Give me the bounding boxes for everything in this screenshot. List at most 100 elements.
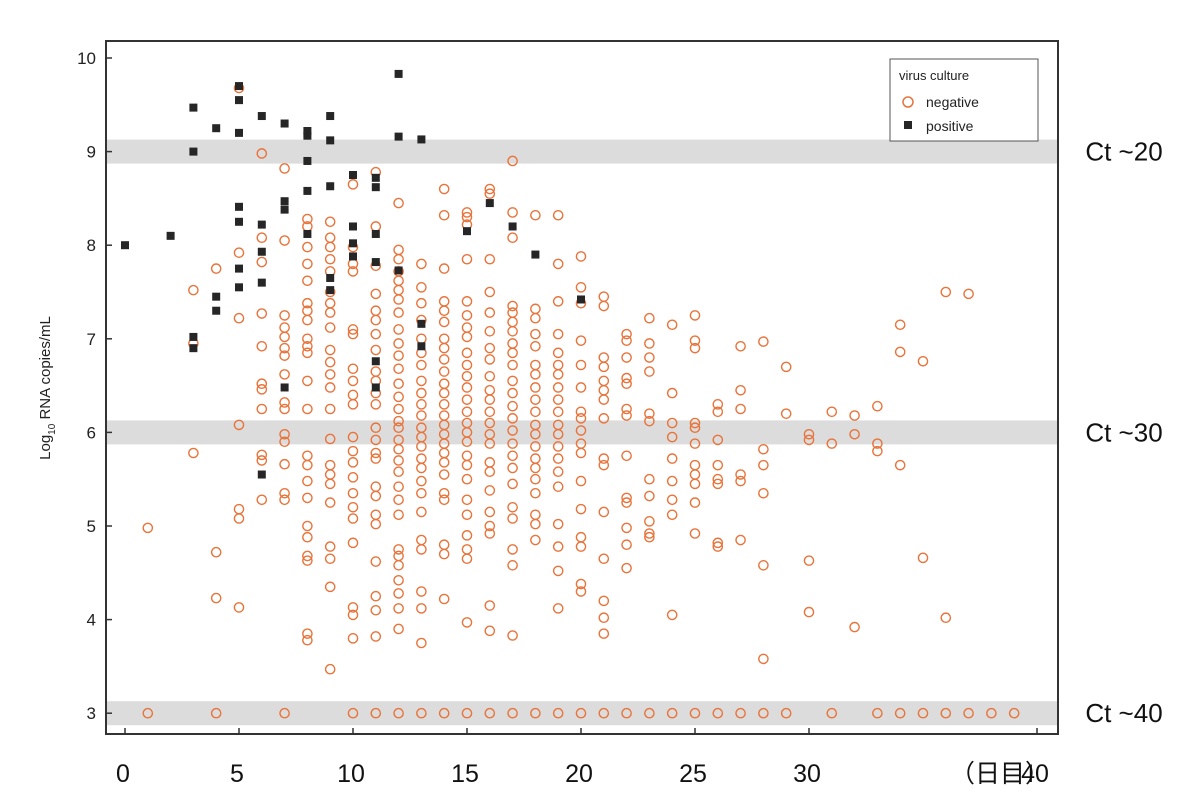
negative-point [644, 415, 655, 427]
negative-point [530, 441, 541, 452]
negative-point [279, 350, 290, 361]
negative-point [621, 707, 632, 719]
negative-point [438, 342, 450, 354]
legend: virus culture negative positive [889, 58, 1039, 142]
negative-point [393, 544, 404, 555]
negative-point [324, 297, 336, 309]
negative-point [302, 297, 313, 309]
ct-band [107, 420, 1057, 445]
negative-point [393, 494, 404, 506]
negative-point [940, 612, 952, 624]
negative-point [507, 316, 518, 328]
negative-point [347, 472, 359, 483]
negative-point [461, 296, 473, 307]
x-tick-label: 25 [679, 760, 707, 788]
negative-series [142, 82, 1020, 719]
negative-point [461, 450, 473, 462]
negative-point [416, 475, 427, 487]
negative-point [484, 342, 496, 354]
negative-point [370, 481, 382, 492]
negative-point [575, 475, 587, 487]
negative-point [302, 403, 313, 415]
negative-point [256, 378, 268, 390]
negative-point [416, 359, 427, 371]
negative-point [233, 513, 245, 524]
negative-point [598, 361, 610, 373]
negative-point [621, 522, 632, 534]
negative-point [461, 211, 473, 223]
negative-point [666, 319, 678, 331]
negative-point [416, 258, 427, 270]
negative-point [894, 707, 906, 719]
negative-point [484, 394, 496, 405]
negative-point [256, 232, 268, 244]
negative-point [530, 487, 541, 499]
negative-point [621, 335, 632, 346]
negative-point [484, 354, 496, 365]
negative-point [849, 621, 860, 633]
negative-point [302, 213, 313, 225]
negative-point [461, 530, 473, 541]
negative-point [393, 481, 404, 492]
negative-point [735, 534, 746, 546]
negative-point [438, 354, 450, 365]
negative-point [461, 310, 473, 321]
ct-bands [107, 139, 1057, 726]
positive-point [303, 229, 312, 238]
negative-point [644, 707, 655, 719]
positive-series [121, 69, 585, 479]
negative-point [552, 209, 564, 221]
negative-point [416, 707, 427, 719]
negative-point [484, 406, 496, 418]
negative-point [758, 336, 769, 347]
negative-point [393, 284, 404, 296]
negative-point [324, 369, 336, 380]
negative-point [758, 459, 769, 471]
negative-point [552, 347, 564, 359]
positive-point [371, 183, 380, 192]
negative-point [552, 441, 564, 452]
positive-point [326, 136, 335, 145]
positive-point [212, 292, 221, 301]
negative-point [370, 434, 382, 446]
negative-point [416, 297, 427, 309]
negative-point [1008, 707, 1020, 719]
negative-point [347, 431, 359, 443]
negative-point [302, 555, 313, 566]
negative-point [780, 408, 792, 419]
negative-point [416, 637, 427, 649]
negative-point [347, 399, 359, 410]
negative-point [438, 539, 450, 551]
negative-point [233, 312, 245, 324]
negative-point [438, 494, 450, 506]
negative-point [279, 487, 290, 499]
negative-point [621, 403, 632, 415]
negative-point [552, 481, 564, 492]
x-axis: 0 5 10 15 20 25 30 40 [116, 728, 1049, 788]
negative-point [530, 473, 541, 485]
ct-label: Ct ~40 [1085, 698, 1162, 728]
negative-point [484, 183, 496, 195]
x-tick-label: 0 [116, 760, 130, 788]
negative-point [758, 707, 769, 719]
positive-point [189, 332, 198, 341]
ct-labels: Ct ~20 Ct ~30 Ct ~40 [1085, 137, 1162, 729]
negative-point [370, 305, 382, 317]
positive-point [257, 220, 266, 229]
negative-point [416, 487, 427, 499]
negative-point [438, 209, 450, 221]
y-tick-label: 5 [87, 517, 96, 536]
negative-point [917, 552, 929, 564]
negative-point [393, 509, 404, 521]
negative-point [324, 307, 336, 318]
negative-point [689, 342, 701, 354]
negative-point [530, 534, 541, 546]
negative-point [507, 560, 518, 571]
negative-point [393, 415, 404, 427]
y-tick-label: 3 [87, 704, 96, 723]
negative-point [370, 707, 382, 719]
negative-point [552, 258, 564, 270]
negative-point [324, 459, 336, 471]
negative-point [575, 707, 587, 719]
negative-point [507, 438, 518, 449]
